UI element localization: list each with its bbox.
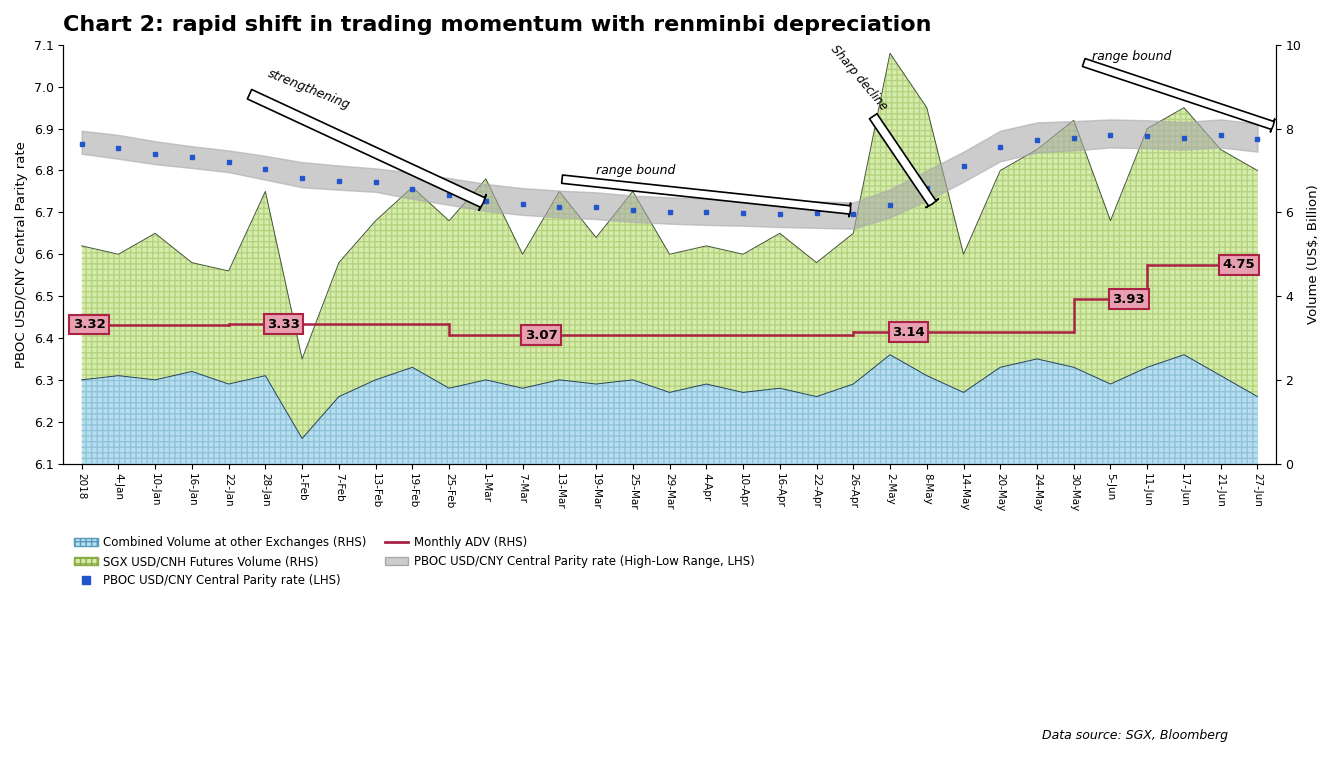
Text: 3.33: 3.33 [267,318,300,330]
Legend: Combined Volume at other Exchanges (RHS), SGX USD/CNH Futures Volume (RHS), PBOC: Combined Volume at other Exchanges (RHS)… [69,531,760,592]
Text: Chart 2: rapid shift in trading momentum with renminbi depreciation: Chart 2: rapid shift in trading momentum… [63,15,932,35]
Y-axis label: PBOC USD/CNY Central Parity rate: PBOC USD/CNY Central Parity rate [15,141,28,368]
Text: Sharp decline: Sharp decline [828,42,889,113]
Text: 3.93: 3.93 [1112,293,1145,305]
Y-axis label: Volume (US$, Billion): Volume (US$, Billion) [1307,184,1320,324]
Text: range bound: range bound [595,164,676,177]
Text: range bound: range bound [1092,49,1172,63]
Text: 3.07: 3.07 [525,328,557,342]
Text: 3.14: 3.14 [892,326,925,339]
Text: Data source: SGX, Bloomberg: Data source: SGX, Bloomberg [1043,729,1228,742]
Text: 3.32: 3.32 [72,318,105,331]
Text: strengthening: strengthening [266,67,351,112]
Text: 4.75: 4.75 [1223,258,1255,271]
